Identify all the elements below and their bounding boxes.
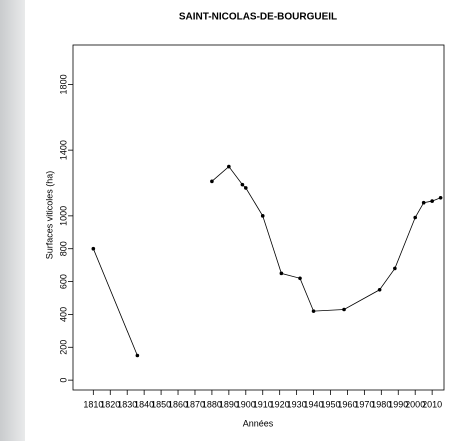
- point: [342, 307, 346, 312]
- x-tick-label: 1810: [83, 399, 103, 409]
- x-axis-label: Années: [243, 418, 274, 428]
- x-tick-label: 1850: [151, 399, 171, 409]
- y-tick-label: 600: [58, 274, 68, 289]
- point: [377, 287, 382, 292]
- x-tick-label: 1900: [236, 399, 256, 409]
- x-tick-label: 1910: [253, 399, 273, 409]
- plot-box: [72, 44, 445, 391]
- point: [91, 246, 96, 251]
- point: [243, 186, 248, 190]
- line: [92, 165, 441, 356]
- y-tick-label: 200: [58, 340, 68, 355]
- x-tick-label: 2010: [422, 399, 442, 409]
- x-tick-label: 1920: [270, 399, 290, 409]
- y-tick-label: 0: [58, 378, 68, 383]
- x-tick-label: 1880: [202, 399, 222, 409]
- point: [311, 309, 316, 313]
- point: [413, 215, 418, 220]
- x-tick-label: 1870: [185, 399, 205, 409]
- y-tick-label: 1800: [58, 74, 68, 94]
- x-tick-label: 1960: [337, 399, 357, 409]
- point: [430, 199, 434, 203]
- point: [279, 271, 284, 276]
- x-tick-label: 1840: [134, 399, 154, 409]
- x-tick-label: 1860: [168, 399, 188, 409]
- y-tick-label: 1400: [58, 140, 68, 160]
- chart-title: SAINT-NICOLAS-DE-BOURGUEIL: [179, 12, 337, 23]
- point: [298, 276, 302, 281]
- point: [260, 214, 265, 218]
- x-tick-label: 1890: [219, 399, 239, 409]
- point: [393, 266, 397, 271]
- x-tick-label: 1930: [287, 399, 307, 409]
- x-tick-label: 2000: [405, 399, 425, 409]
- point: [240, 182, 245, 187]
- point: [135, 353, 140, 358]
- y-axis-label: Surfaces viticoles (ha): [44, 171, 54, 260]
- point: [421, 200, 426, 205]
- x-tick-label: 1980: [371, 399, 391, 409]
- point: [210, 179, 214, 184]
- x-tick-label: 1990: [388, 399, 408, 409]
- y-tick-label: 800: [58, 241, 68, 256]
- point: [227, 164, 231, 169]
- x-tick-label: 1830: [117, 399, 137, 409]
- y-tick-label: 400: [58, 307, 68, 322]
- x-tick-label: 1970: [354, 399, 374, 409]
- x-tick-label: 1820: [100, 399, 120, 409]
- sidebar: [0, 0, 25, 441]
- y-tick-label: 1000: [58, 206, 68, 226]
- x-tick-label: 1950: [320, 399, 340, 409]
- point: [438, 195, 443, 200]
- x-tick-label: 1940: [304, 399, 324, 409]
